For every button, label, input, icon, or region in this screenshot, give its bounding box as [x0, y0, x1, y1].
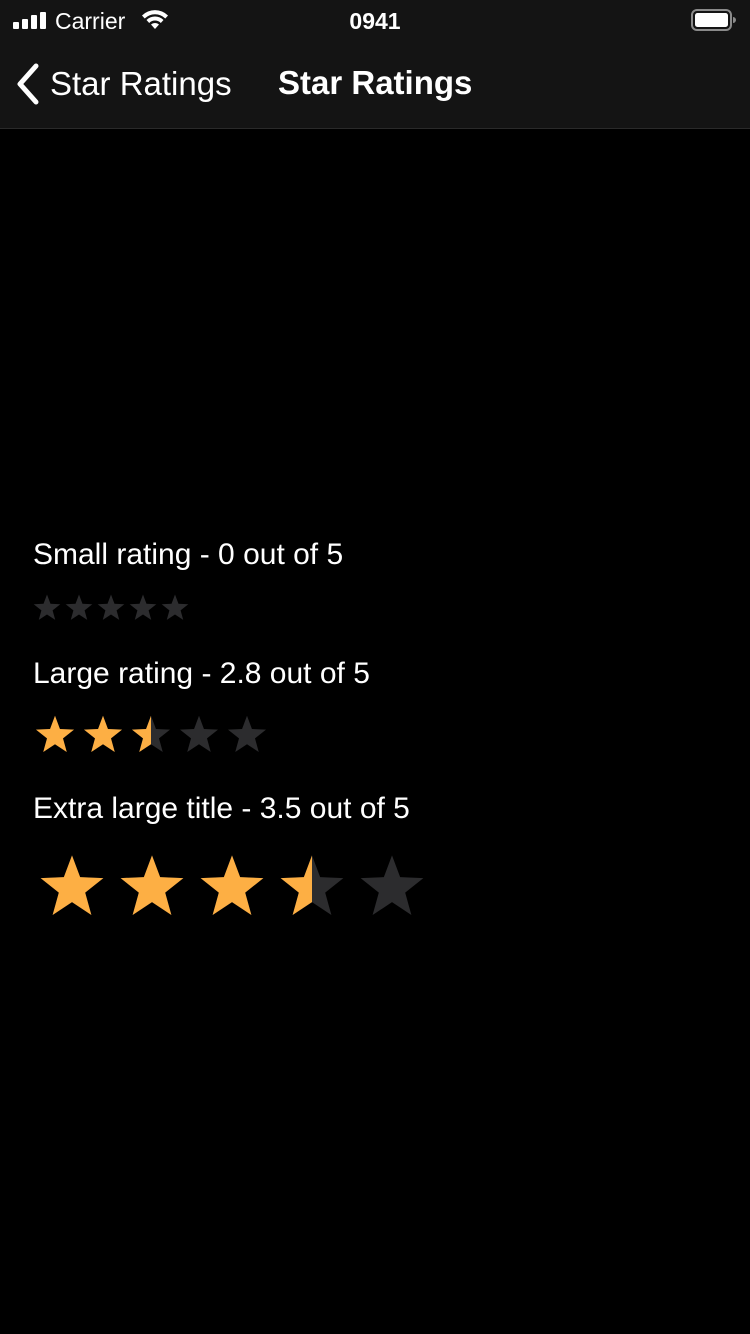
- star-empty-shape: [227, 715, 267, 752]
- star-icon: [129, 594, 157, 620]
- star-empty-shape: [129, 594, 157, 620]
- rating-large-stars[interactable]: [35, 715, 267, 755]
- rating-extra-large-stars-svg: [40, 855, 424, 916]
- star-filled-shape: [83, 715, 123, 752]
- battery-icon: [691, 9, 736, 31]
- rating-extra-large-stars[interactable]: [39, 854, 425, 920]
- star-empty-shape: [97, 594, 125, 620]
- chevron-left-icon: [17, 63, 39, 105]
- star-icon: [40, 855, 104, 916]
- star-filled-shape: [200, 855, 264, 916]
- rating-small-stars-svg: [33, 594, 189, 620]
- carrier-name: Carrier: [55, 8, 126, 34]
- star-icon: [83, 715, 123, 752]
- star-icon: [35, 715, 75, 752]
- star-filled-shape: [40, 855, 104, 916]
- rating-large-stars-svg: [35, 715, 267, 752]
- star-empty-shape: [360, 855, 424, 916]
- star-icon: [280, 855, 344, 916]
- rating-extra-large-label: Extra large title - 3.5 out of 5: [33, 792, 410, 825]
- star-icon: [200, 855, 264, 916]
- star-empty-shape: [65, 594, 93, 620]
- wifi-icon: [142, 10, 168, 29]
- star-icon: [120, 855, 184, 916]
- rating-small: Small rating - 0 out of 5: [33, 537, 344, 620]
- star-filled-shape: [120, 855, 184, 916]
- page-title: Star Ratings: [278, 64, 473, 101]
- star-empty-shape: [179, 715, 219, 752]
- star-icon: [161, 594, 189, 620]
- back-button[interactable]: Star Ratings: [14, 58, 232, 110]
- star-filled-shape: [35, 715, 75, 752]
- star-icon: [33, 594, 61, 620]
- star-icon: [97, 594, 125, 620]
- back-button-label: Star Ratings: [50, 65, 232, 102]
- star-icon: [65, 594, 93, 620]
- cellular-signal-icon: [13, 12, 49, 29]
- star-icon: [179, 715, 219, 752]
- star-icon: [131, 715, 171, 752]
- navigation-bar: Star Ratings Star Ratings: [0, 40, 750, 129]
- star-filled-shape: [131, 715, 152, 752]
- status-bar: Carrier 0941: [0, 0, 750, 40]
- rating-large: Large rating - 2.8 out of 5: [33, 656, 370, 752]
- star-filled-shape: [280, 855, 313, 916]
- rating-large-label: Large rating - 2.8 out of 5: [33, 657, 370, 690]
- status-time: 0941: [349, 8, 401, 34]
- star-empty-shape: [33, 594, 61, 620]
- rating-small-stars[interactable]: [33, 594, 189, 622]
- star-icon: [360, 855, 424, 916]
- rating-small-label: Small rating - 0 out of 5: [33, 538, 344, 571]
- star-icon: [227, 715, 267, 752]
- rating-extra-large: Extra large title - 3.5 out of 5: [33, 791, 424, 916]
- star-empty-shape: [161, 594, 189, 620]
